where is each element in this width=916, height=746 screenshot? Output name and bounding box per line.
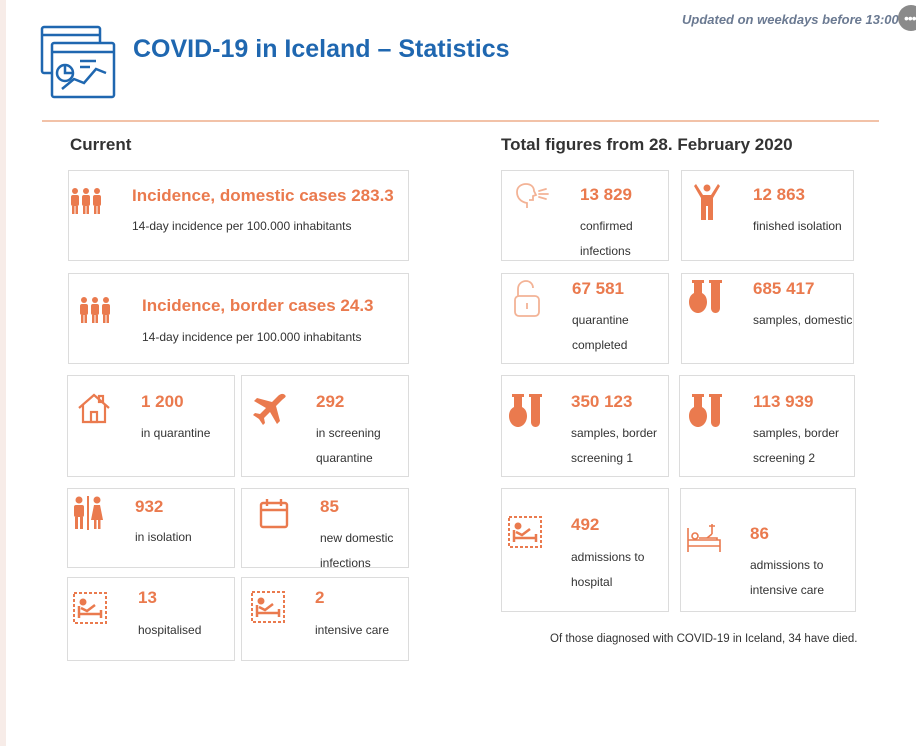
card-in-screening-quarantine: 292 in screening quarantine: [241, 375, 409, 477]
hospital-bed-icon: [73, 592, 107, 624]
card-confirmed-infections: 13 829 confirmed infections: [501, 170, 669, 261]
border-incidence-value: Incidence, border cases 24.3: [142, 296, 374, 315]
finished-isolation-label: finished isolation: [753, 219, 842, 233]
card-border-incidence: Incidence, border cases 24.3 14-day inci…: [68, 273, 409, 364]
card-admissions-hospital: 492 admissions to hospital: [501, 488, 669, 612]
in-quarantine-value: 1 200: [141, 392, 184, 411]
quarantine-completed-label: quarantine completed: [572, 313, 629, 352]
card-quarantine-completed: 67 581 quarantine completed: [501, 273, 669, 364]
samples-border-2-value: 113 939: [753, 392, 814, 411]
confirmed-value: 13 829: [580, 185, 632, 204]
icu-bed-icon: [687, 524, 721, 552]
card-domestic-incidence: Incidence, domestic cases 283.3 14-day i…: [68, 170, 409, 261]
statistics-logo-icon: [40, 25, 116, 99]
isolation-people-icon: [74, 496, 103, 530]
calendar-icon: [259, 499, 289, 529]
card-in-isolation: 932 in isolation: [67, 488, 235, 568]
card-finished-isolation: 12 863 finished isolation: [681, 170, 854, 261]
samples-border-1-label: samples, border screening 1: [571, 426, 658, 465]
samples-border-2-label: samples, border screening 2: [753, 426, 840, 465]
confirmed-label: confirmed infections: [580, 219, 633, 258]
sneeze-icon: [516, 183, 549, 208]
deaths-note: Of those diagnosed with COVID-19 in Icel…: [550, 633, 858, 645]
unlocked-padlock-icon: [514, 280, 540, 317]
lab-flask-icon: [689, 394, 722, 427]
admissions-hospital-value: 492: [571, 515, 600, 534]
hospital-bed-icon: [251, 591, 285, 623]
samples-domestic-value: 685 417: [753, 279, 815, 298]
hospitalised-label: hospitalised: [138, 623, 202, 637]
in-screening-value: 292: [316, 392, 345, 411]
quarantine-completed-value: 67 581: [572, 279, 624, 298]
intensive-care-value: 2: [315, 588, 325, 607]
header-divider: [42, 120, 879, 122]
people-group-icon: [80, 297, 110, 323]
card-admissions-intensive-care: 86 admissions to intensive care: [680, 488, 856, 612]
lab-flask-icon: [689, 280, 722, 313]
more-options-button[interactable]: •••: [898, 5, 916, 31]
card-samples-border-1: 350 123 samples, border screening 1: [501, 375, 669, 477]
hospital-bed-icon: [508, 516, 542, 548]
samples-border-1-value: 350 123: [571, 392, 633, 411]
card-new-domestic-infections: 85 new domestic infections: [241, 488, 409, 568]
in-isolation-value: 932: [135, 497, 164, 516]
card-samples-border-2: 113 939 samples, border screening 2: [679, 375, 855, 477]
new-domestic-label: new domestic infections: [320, 531, 394, 568]
section-total-heading: Total figures from 28. February 2020: [501, 135, 793, 154]
section-current-heading: Current: [70, 135, 132, 154]
airplane-icon: [253, 393, 286, 425]
domestic-incidence-value: Incidence, domestic cases 283.3: [132, 186, 394, 205]
hospitalised-value: 13: [138, 588, 157, 607]
domestic-incidence-label: 14-day incidence per 100.000 inhabitants: [132, 219, 352, 233]
update-notice: Updated on weekdays before 13:00: [682, 12, 899, 27]
admissions-hospital-label: admissions to hospital: [571, 550, 645, 589]
house-icon: [78, 393, 110, 424]
lab-flask-icon: [509, 394, 542, 427]
new-domestic-value: 85: [320, 497, 339, 516]
intensive-care-label: intensive care: [315, 623, 390, 637]
card-in-quarantine: 1 200 in quarantine: [67, 375, 235, 477]
border-incidence-label: 14-day incidence per 100.000 inhabitants: [142, 330, 362, 344]
card-hospitalised: 13 hospitalised: [67, 577, 235, 661]
page-title: COVID-19 in Iceland – Statistics: [133, 35, 510, 63]
card-intensive-care: 2 intensive care: [241, 577, 409, 661]
admissions-icu-label: admissions to intensive care: [750, 558, 825, 597]
in-screening-label: in screening quarantine: [316, 426, 381, 465]
samples-domestic-label: samples, domestic: [753, 313, 853, 327]
finished-isolation-value: 12 863: [753, 185, 805, 204]
left-margin-band: [0, 0, 6, 746]
card-samples-domestic: 685 417 samples, domestic: [681, 273, 854, 364]
people-group-icon: [71, 188, 101, 214]
admissions-icu-value: 86: [750, 524, 769, 543]
in-quarantine-label: in quarantine: [141, 426, 211, 440]
in-isolation-label: in isolation: [135, 530, 192, 544]
person-celebrating-icon: [694, 184, 720, 220]
